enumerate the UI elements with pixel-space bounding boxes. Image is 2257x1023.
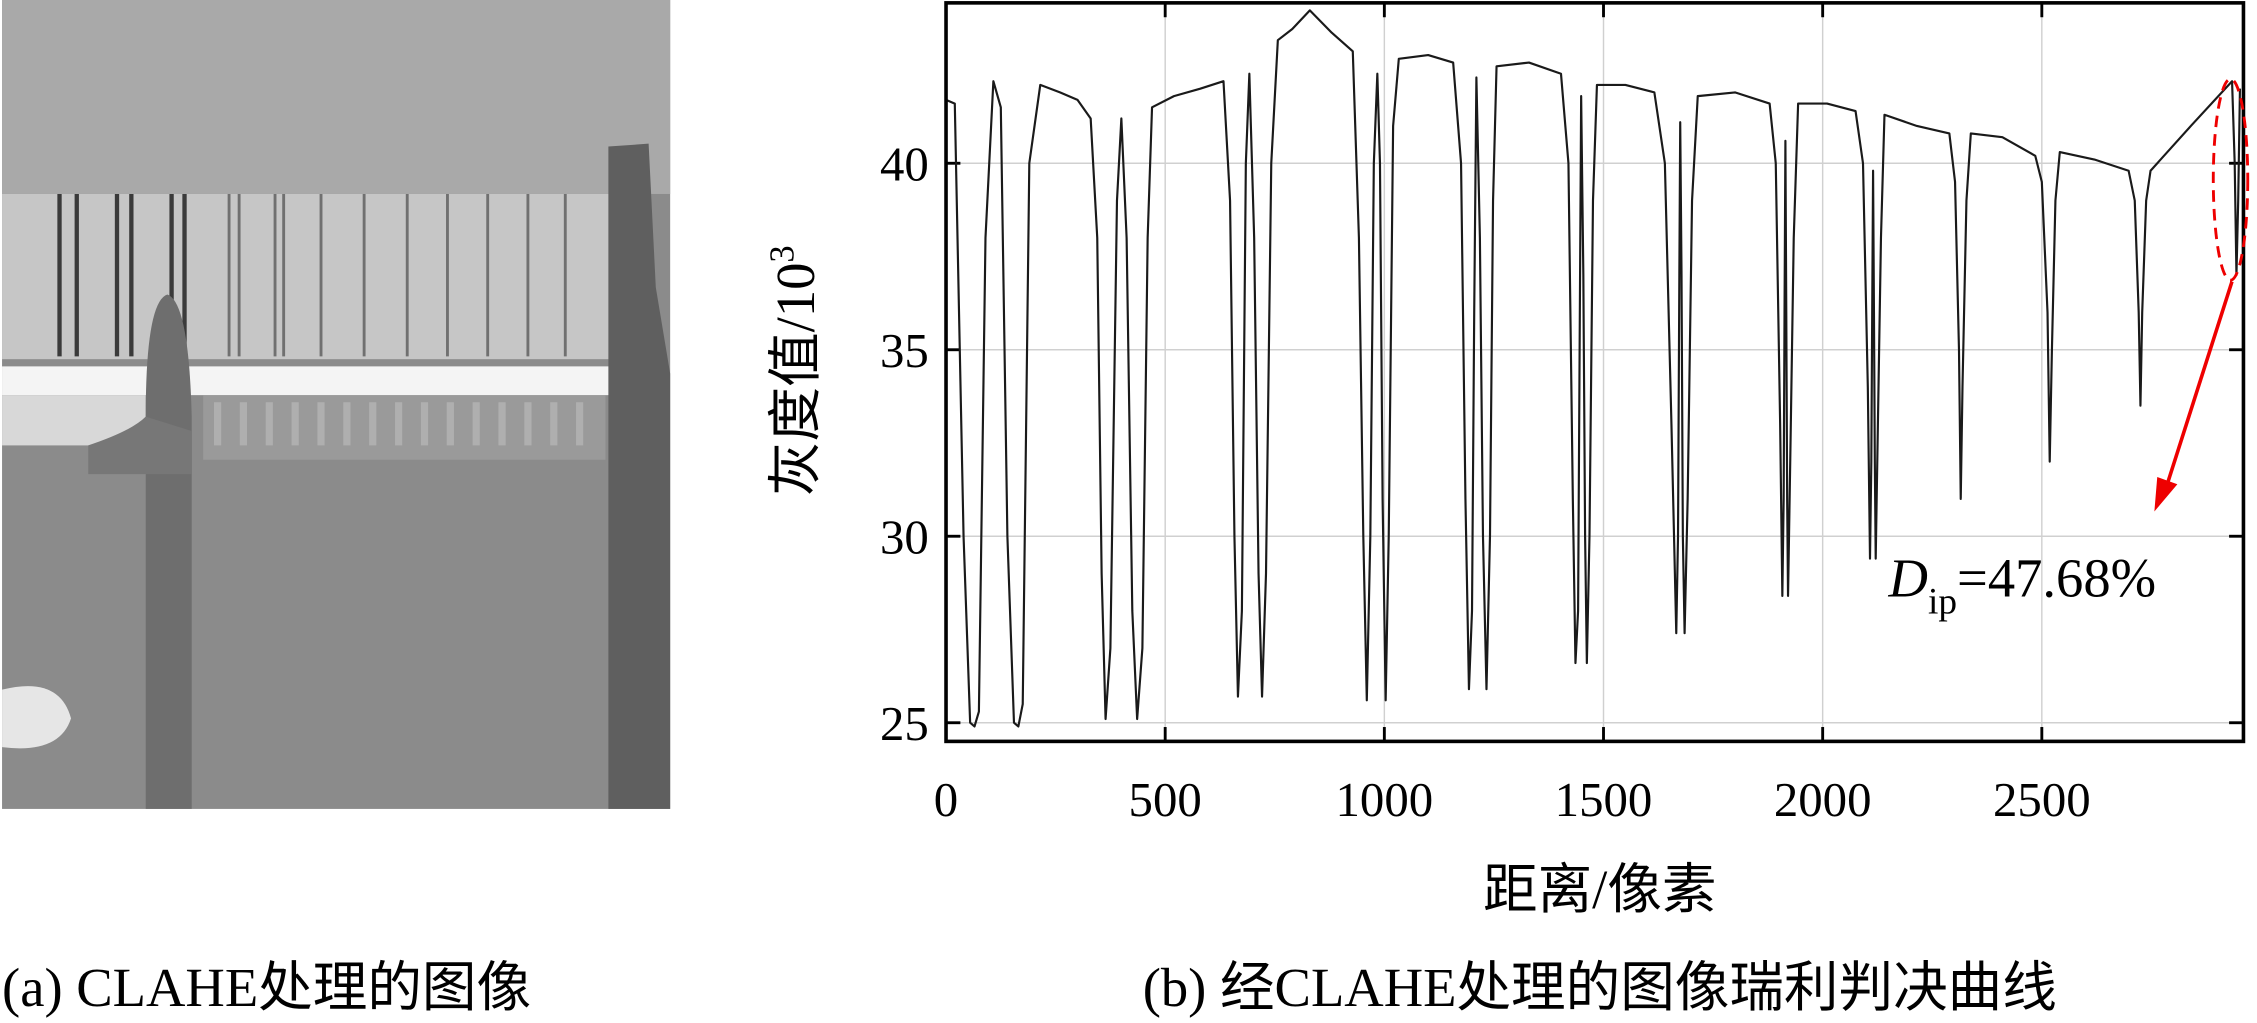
arrow-head [2154, 477, 2178, 512]
annotation-arrow [2164, 281, 2234, 490]
x-tick-label: 0 [934, 772, 958, 827]
annotation-symbol: D [1888, 547, 1928, 608]
annotation-subscript: ip [1928, 582, 1957, 623]
x-tick-label: 1500 [1555, 772, 1653, 827]
x-axis-label: 距离/像素 [1483, 859, 1716, 920]
caption-b: (b) 经CLAHE处理的图像瑞利判决曲线 [1143, 957, 2057, 1018]
clahe-image [2, 0, 671, 809]
x-tick-label: 2000 [1774, 772, 1872, 827]
y-axis-label-text: 灰度值/10 [765, 263, 826, 496]
annotation-text: =47.68% [1957, 547, 2156, 608]
plot-frame [944, 1, 2246, 744]
x-tick-label: 500 [1129, 772, 1202, 827]
x-tick-label: 1000 [1336, 772, 1434, 827]
data-line [945, 9, 2242, 728]
y-axis-label-sup: 3 [764, 245, 802, 262]
y-tick-label: 30 [880, 509, 929, 564]
x-tick-label: 2500 [1993, 772, 2091, 827]
plot-area: 25 30 35 40 0 500 1000 1500 2000 2500 [880, 1, 2246, 827]
annotation: Dip=47.68% [1888, 547, 2157, 622]
y-tick-label: 25 [880, 696, 929, 751]
caption-a: (a) CLAHE处理的图像 [2, 957, 531, 1018]
y-axis-label: 灰度值/103 [764, 245, 826, 496]
highlight-ellipse [2211, 77, 2250, 282]
y-tick-label: 35 [880, 323, 929, 378]
y-tick-label: 40 [880, 136, 929, 191]
